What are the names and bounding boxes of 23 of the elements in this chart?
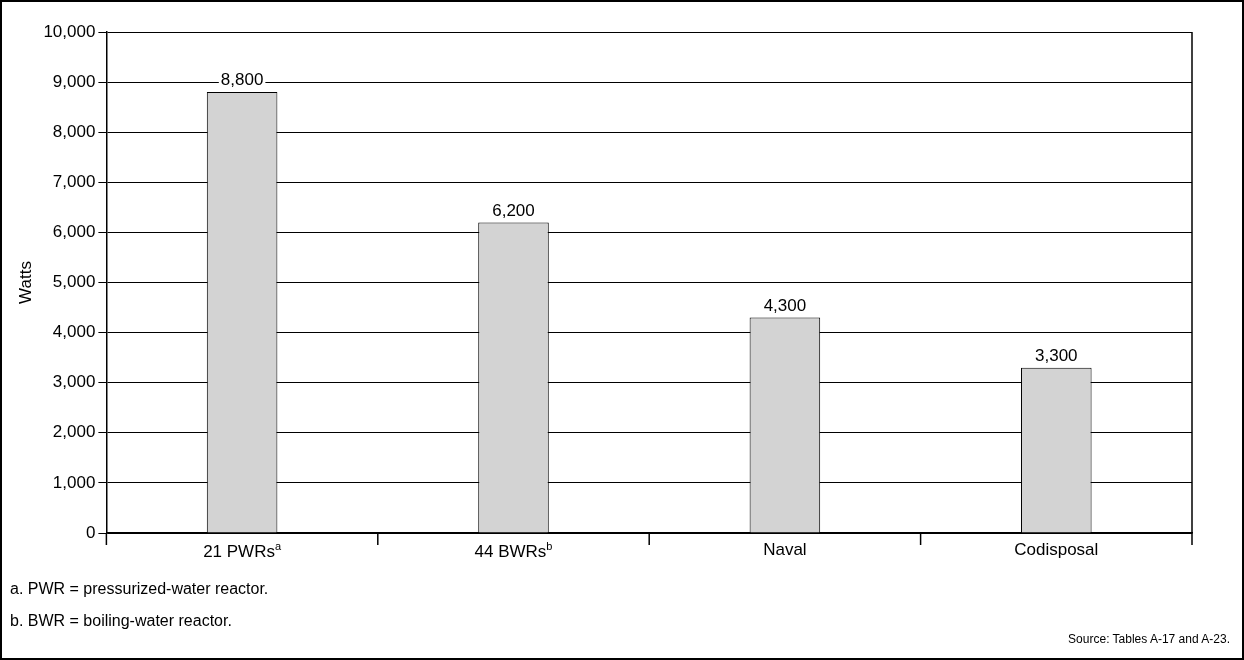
y-tick-label: 8,000 xyxy=(52,121,96,141)
x-tick-label: Codisposal xyxy=(1014,540,1099,560)
text: a. PWR = pressurized-water reactor. xyxy=(10,580,269,598)
x-tick-label: 44 BWRs$^{b}$ xyxy=(474,540,553,562)
y-tick-label: 5,000 xyxy=(52,272,96,292)
y-tick-label: 10,000 xyxy=(43,21,96,41)
source-note: Source: Tables A-17 and A-23. xyxy=(1068,632,1230,646)
y-tick-label: 1,000 xyxy=(52,472,96,492)
y-tick-label: 9,000 xyxy=(52,71,96,91)
y-tick-label: 2,000 xyxy=(52,422,96,442)
data-label: 8,800 xyxy=(220,70,264,90)
data-label: 4,300 xyxy=(763,295,807,315)
y-tick-label: 4,000 xyxy=(52,322,96,342)
y-tick-label: 7,000 xyxy=(52,171,96,191)
x-tick-label: 21 PWRs$^{a}$ xyxy=(203,540,282,562)
y-tick-label: 3,000 xyxy=(52,372,96,392)
data-label: 3,300 xyxy=(1035,345,1078,365)
data-label: 6,200 xyxy=(492,200,535,220)
y-tick-label: 0 xyxy=(85,522,96,542)
x-tick-label: Naval xyxy=(763,540,807,560)
y-tick-label: 6,000 xyxy=(52,222,96,242)
text: b. BWR = boiling-water reactor. xyxy=(10,612,232,630)
y-axis-title: Watts xyxy=(15,261,35,304)
